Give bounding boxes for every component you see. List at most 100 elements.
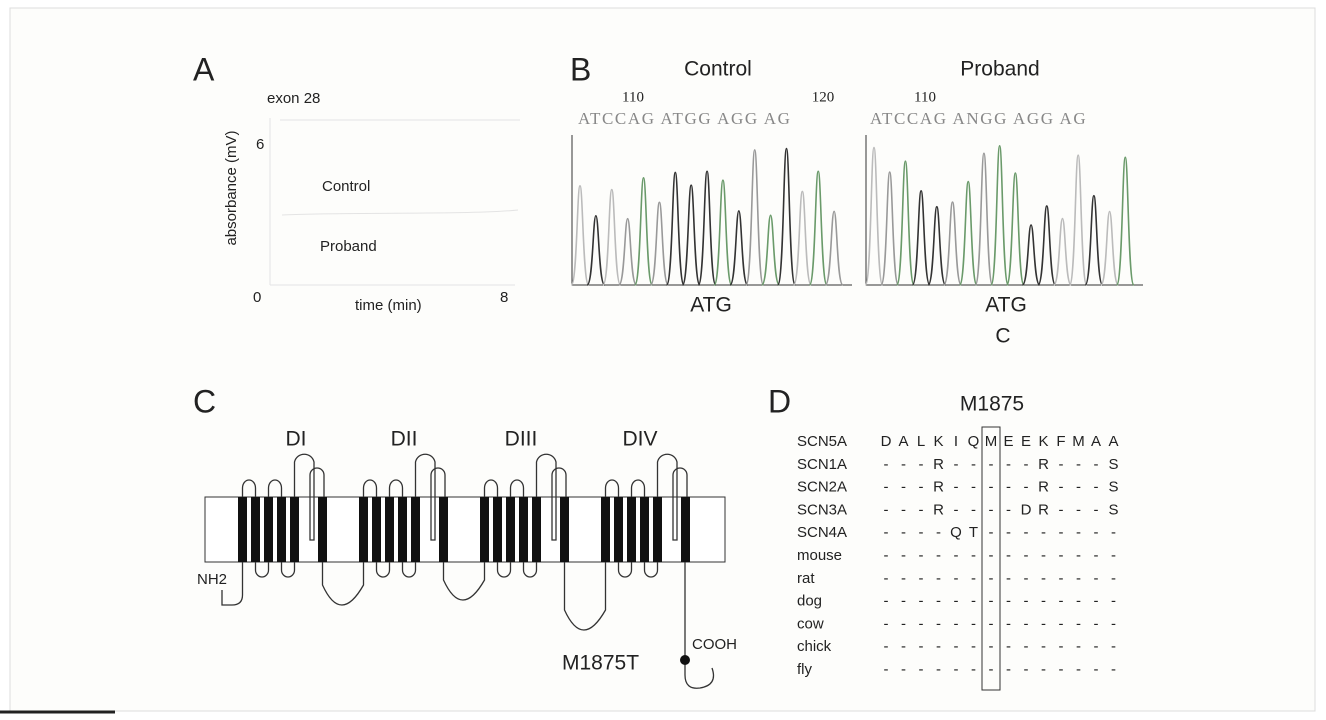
peak xyxy=(1084,194,1104,286)
residue: - xyxy=(1094,501,1099,518)
residue: - xyxy=(1111,593,1116,610)
residue: - xyxy=(1111,570,1116,587)
y-label: absorbance (mV) xyxy=(223,130,240,245)
traces xyxy=(269,118,520,286)
peak xyxy=(1037,205,1057,286)
residue: R xyxy=(933,501,944,518)
segment xyxy=(560,497,569,562)
peak xyxy=(602,188,622,286)
residue: - xyxy=(954,456,959,473)
segment xyxy=(411,497,420,562)
residue: M xyxy=(985,433,998,450)
peak xyxy=(808,170,828,286)
topology xyxy=(221,453,715,689)
residue: - xyxy=(971,456,976,473)
residue: - xyxy=(971,661,976,678)
segment xyxy=(627,497,636,562)
residue: - xyxy=(1076,638,1081,655)
residue: - xyxy=(901,479,906,496)
residue: - xyxy=(1111,661,1116,678)
residue: - xyxy=(971,593,976,610)
segment xyxy=(532,497,541,562)
peak xyxy=(911,190,931,286)
residue: Q xyxy=(950,524,962,541)
residue: - xyxy=(1076,661,1081,678)
domain-label: DIII xyxy=(505,428,538,451)
loop xyxy=(535,453,567,541)
species-name: cow xyxy=(797,615,824,632)
loop xyxy=(221,562,244,606)
residue: - xyxy=(936,547,941,564)
residue: - xyxy=(1059,570,1064,587)
species-name: SCN4A xyxy=(797,524,847,541)
peak xyxy=(713,179,733,286)
residue: L xyxy=(917,433,925,450)
residue: - xyxy=(1094,547,1099,564)
residue: - xyxy=(954,479,959,496)
residue: - xyxy=(1076,479,1081,496)
segment xyxy=(439,497,448,562)
loop xyxy=(362,479,378,497)
residue: - xyxy=(989,615,994,632)
residue: A xyxy=(1108,433,1118,450)
residue: - xyxy=(1041,570,1046,587)
residue: - xyxy=(971,638,976,655)
residue: - xyxy=(1076,456,1081,473)
residue: D xyxy=(881,433,892,450)
species-name: rat xyxy=(797,570,815,587)
loop xyxy=(375,562,391,578)
residue: - xyxy=(919,593,924,610)
panel-label: A xyxy=(193,51,215,87)
species-name: SCN5A xyxy=(797,433,847,450)
loop xyxy=(604,479,620,497)
segment xyxy=(480,497,489,562)
residue: K xyxy=(933,433,943,450)
residue: - xyxy=(919,479,924,496)
residue: - xyxy=(1076,501,1081,518)
residue: - xyxy=(1059,456,1064,473)
residue: S xyxy=(1108,479,1118,496)
species-name: dog xyxy=(797,593,822,610)
peak xyxy=(697,170,717,286)
residue: - xyxy=(1076,547,1081,564)
peak xyxy=(974,152,994,286)
residue: - xyxy=(919,570,924,587)
sequence: ATCCAG ATGG AGG AG xyxy=(578,109,791,128)
residue: - xyxy=(1059,479,1064,496)
loop xyxy=(388,479,404,497)
peak xyxy=(681,184,701,286)
segment xyxy=(277,497,286,562)
residue: I xyxy=(954,433,958,450)
residue: - xyxy=(884,479,889,496)
mutation: M1875T xyxy=(562,652,639,675)
residue: - xyxy=(954,638,959,655)
residue: - xyxy=(1041,615,1046,632)
loop xyxy=(321,562,365,606)
residue: - xyxy=(1076,615,1081,632)
residue: - xyxy=(1006,570,1011,587)
residue: - xyxy=(1006,615,1011,632)
residue: - xyxy=(1041,638,1046,655)
position: 110 xyxy=(622,89,644,105)
loop xyxy=(643,562,659,578)
loop xyxy=(509,479,525,497)
residue: - xyxy=(1094,479,1099,496)
segment xyxy=(519,497,528,562)
chromatogram xyxy=(864,135,1143,286)
loop xyxy=(522,562,538,578)
peak xyxy=(776,147,796,286)
mutation-dot xyxy=(680,655,690,665)
peak xyxy=(761,214,781,286)
loop xyxy=(483,479,499,497)
segment xyxy=(290,497,299,562)
segment xyxy=(506,497,515,562)
species-name: mouse xyxy=(797,547,842,564)
residue: - xyxy=(1059,501,1064,518)
residue: - xyxy=(971,615,976,632)
residue: R xyxy=(1038,456,1049,473)
residue: - xyxy=(884,593,889,610)
residue: - xyxy=(919,615,924,632)
residue: - xyxy=(989,661,994,678)
